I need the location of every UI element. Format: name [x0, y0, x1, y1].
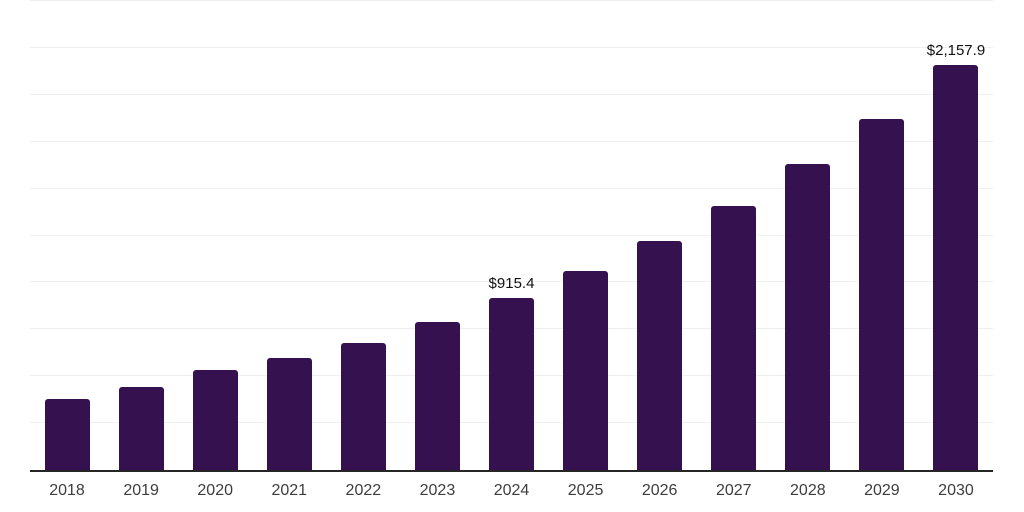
- bar-2022: [340, 342, 386, 470]
- bar-slot-2019: [104, 1, 178, 470]
- bar-slot-2025: [549, 1, 623, 470]
- x-tick-2025: 2025: [567, 482, 604, 499]
- gridline-2000: [30, 93, 993, 95]
- bar-2026: [637, 240, 683, 470]
- bar-2025: [563, 271, 609, 470]
- gridline-1500: [30, 187, 993, 189]
- bar-slot-2018: [30, 1, 104, 470]
- x-tick-2029: 2029: [864, 482, 900, 499]
- gridline-1000: [30, 281, 993, 283]
- bar-2028: [785, 164, 831, 470]
- bar-2019: [118, 387, 164, 470]
- chart-plot-area: $915.4 $2,157.9: [30, 0, 993, 472]
- x-tick-2022: 2022: [345, 482, 382, 499]
- bar-slot-2024: $915.4: [474, 1, 548, 470]
- bar-2027: [711, 205, 757, 470]
- x-tick-2028: 2028: [790, 482, 826, 499]
- x-tick-2018: 2018: [49, 482, 85, 499]
- bar-2024: [489, 298, 534, 470]
- bar-2020: [192, 370, 238, 470]
- gridline-1250: [30, 234, 993, 236]
- x-tick-2023: 2023: [419, 482, 456, 499]
- bar-slot-2021: [252, 1, 326, 470]
- x-tick-2027: 2027: [715, 482, 752, 499]
- bar-slot-2026: [623, 1, 697, 470]
- bar-slot-2030: $2,157.9: [919, 1, 993, 470]
- bar-2029: [859, 118, 905, 470]
- bar-2018: [44, 399, 90, 470]
- gridline-1750: [30, 140, 993, 142]
- x-tick-2020: 2020: [197, 482, 233, 499]
- bars-container: $915.4 $2,157.9: [30, 1, 993, 470]
- bar-slot-2027: [697, 1, 771, 470]
- data-label-2030: $2,157.9: [926, 42, 986, 60]
- x-tick-2024: 2024: [493, 482, 530, 499]
- bar-2023: [414, 322, 460, 470]
- bar-2030: [933, 65, 979, 470]
- data-label-2024: $915.4: [488, 275, 535, 293]
- x-tick-2030: 2030: [938, 482, 974, 499]
- x-tick-2021: 2021: [271, 482, 308, 499]
- bar-slot-2028: [771, 1, 845, 470]
- gridline-2250: [30, 46, 993, 48]
- bar-slot-2022: [326, 1, 400, 470]
- x-tick-2019: 2019: [123, 482, 159, 499]
- bar-2021: [266, 357, 312, 470]
- gridline-2500: [30, 0, 993, 1]
- bar-slot-2020: [178, 1, 252, 470]
- x-tick-2026: 2026: [641, 482, 678, 499]
- x-axis-labels: 2018 2019 2020 2021 2022 2023 2024 2025 2026 2027…: [30, 481, 993, 500]
- bar-slot-2029: [845, 1, 919, 470]
- bar-slot-2023: [400, 1, 474, 470]
